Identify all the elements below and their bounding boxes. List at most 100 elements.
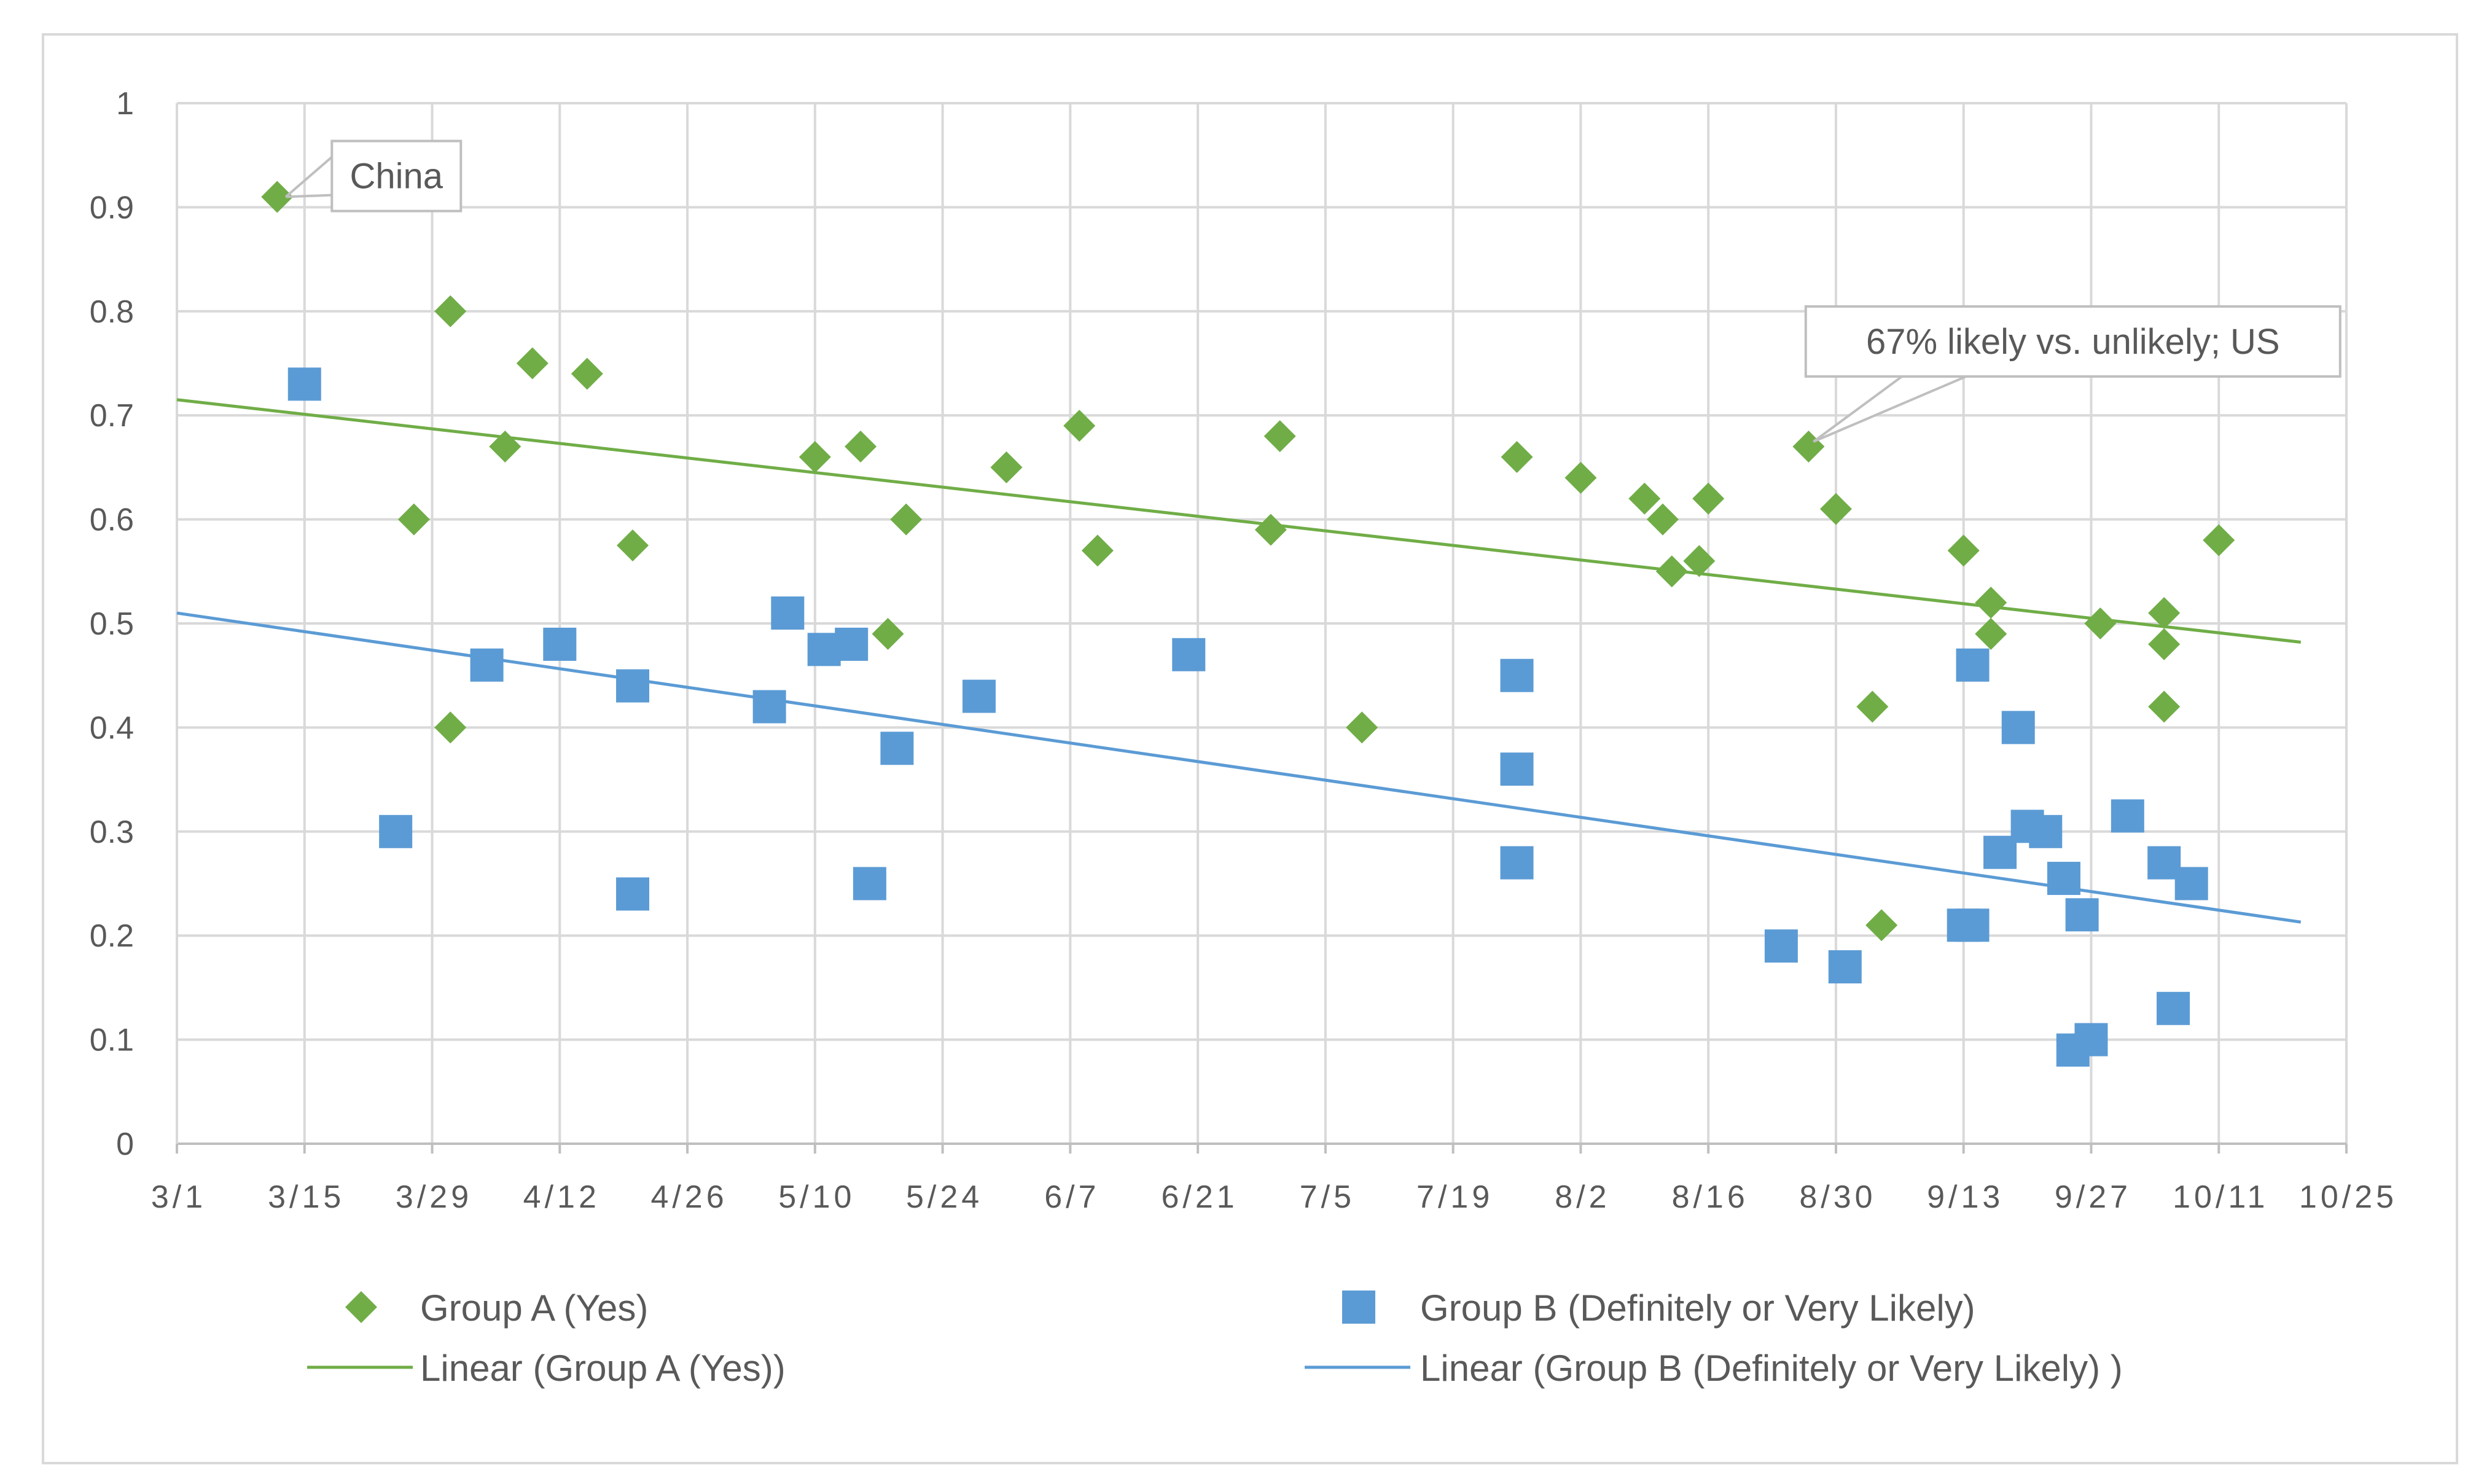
group-a-point (1692, 482, 1725, 515)
x-tick-label: 5/24 (906, 1179, 983, 1215)
group-b-point (379, 814, 413, 848)
callout-label: 67% likely vs. unlikely; US (1866, 322, 2280, 362)
y-tick-label: 0.1 (90, 1023, 134, 1058)
legend-label: Linear (Group B (Definitely or Very Like… (1420, 1348, 2123, 1389)
group-a-point (261, 181, 294, 213)
group-b-point (771, 596, 805, 630)
legend-diamond-marker (345, 1291, 377, 1323)
group-a-point (1254, 514, 1287, 546)
x-tick-label: 10/25 (2299, 1179, 2397, 1215)
legend-label: Group B (Definitely or Very Likely) (1420, 1287, 1975, 1329)
x-tick-label: 3/1 (151, 1179, 206, 1215)
group-b-point (2157, 991, 2190, 1025)
legend-label: Linear (Group A (Yes)) (420, 1348, 786, 1389)
group-b-point (2001, 711, 2035, 744)
callout-leader (284, 156, 333, 198)
group-b-point (1500, 846, 1534, 880)
group-a-point (1975, 587, 2007, 619)
callout-label: China (350, 157, 443, 197)
group-a-point (2203, 524, 2235, 556)
group-a-point (397, 503, 430, 536)
x-tick-label: 9/27 (2055, 1179, 2131, 1215)
group-b-point (470, 648, 504, 682)
trendline-group-b (176, 611, 2302, 924)
trendline-group-a (176, 398, 2302, 644)
group-a-point (1564, 461, 1597, 494)
y-tick-label: 0.5 (90, 606, 134, 642)
x-tick-label: 7/5 (1300, 1179, 1355, 1215)
group-a-point (1501, 440, 1533, 473)
y-tick-label: 0 (116, 1127, 134, 1162)
group-b-point (543, 627, 577, 661)
group-a-point (990, 451, 1023, 483)
y-tick-label: 0.9 (90, 190, 134, 225)
group-a-point (1346, 711, 1378, 744)
x-tick-label: 6/21 (1162, 1179, 1238, 1215)
x-tick-label: 8/30 (1799, 1179, 1876, 1215)
group-a-point (1081, 534, 1114, 567)
group-a-point (1683, 545, 1716, 577)
group-b-point (962, 679, 996, 713)
x-tick-label: 3/15 (268, 1179, 345, 1215)
group-b-point (835, 627, 869, 661)
group-b-point (1764, 929, 1798, 963)
group-a-point (434, 295, 467, 327)
x-tick-label: 8/2 (1555, 1179, 1610, 1215)
y-tick-label: 1 (116, 86, 134, 122)
group-a-point (872, 617, 904, 650)
group-a-point (1947, 534, 1980, 567)
x-tick-label: 5/10 (778, 1179, 855, 1215)
group-a-point (2148, 628, 2181, 660)
group-a-point (2148, 597, 2181, 630)
legend: Group A (Yes) Group B (Definitely or Very… (307, 1287, 2123, 1389)
group-b-point (2029, 814, 2063, 848)
x-tick-label: 9/13 (1927, 1179, 2004, 1215)
x-tick-label: 10/11 (2173, 1179, 2268, 1215)
group-b-point (1500, 658, 1534, 692)
group-b-point (2074, 1023, 2108, 1056)
group-a-point (1628, 482, 1661, 515)
chart-frame (42, 33, 2458, 1464)
group-b-point (287, 367, 321, 401)
x-tick-label: 4/26 (650, 1179, 727, 1215)
group-a-point (434, 711, 467, 744)
group-b-point (853, 867, 886, 900)
group-b-point (2174, 867, 2208, 900)
group-a-point (617, 529, 649, 561)
legend-square-marker (1342, 1291, 1375, 1324)
x-tick-label: 7/19 (1416, 1179, 1493, 1215)
y-tick-label: 0.4 (90, 710, 134, 746)
group-a-point (1263, 420, 1296, 453)
axes: 0 0.1 0.2 0.3 0.4 0.5 0.6 0.7 0.8 0.9 1 3/1 3/15 3/29… (90, 86, 2397, 1215)
x-tick-label: 6/7 (1044, 1179, 1099, 1215)
group-b-point (752, 690, 786, 724)
group-b-point (2047, 862, 2080, 896)
x-tick-label: 8/16 (1672, 1179, 1749, 1215)
group-b-point (1956, 648, 1990, 682)
y-tick-label: 0.7 (90, 398, 134, 434)
group-b-point (1828, 950, 1862, 984)
annotations: China 67% likely vs. unlikely; US (284, 139, 2341, 443)
group-a-point (1975, 617, 2007, 650)
group-a-point (799, 440, 831, 473)
group-a-point (2084, 607, 2117, 639)
x-tick-label: 4/12 (523, 1179, 600, 1215)
group-a-point (1655, 555, 1688, 588)
y-tick-label: 0.6 (90, 502, 134, 538)
group-a-point (845, 431, 877, 463)
group-a-point (1856, 690, 1889, 723)
group-b-point (616, 669, 650, 703)
trendlines (176, 398, 2302, 924)
group-b-point (2111, 799, 2144, 833)
group-a-point (1819, 493, 1852, 525)
callout-box (1804, 305, 2341, 378)
group-a-point (489, 431, 521, 463)
group-a-point (1063, 410, 1096, 442)
group-b-point (1500, 752, 1534, 786)
group-b-point (616, 877, 650, 911)
group-a-point (516, 347, 549, 380)
group-a-point (890, 503, 923, 536)
y-tick-label: 0.2 (90, 918, 134, 954)
group-a-point (1865, 909, 1898, 942)
